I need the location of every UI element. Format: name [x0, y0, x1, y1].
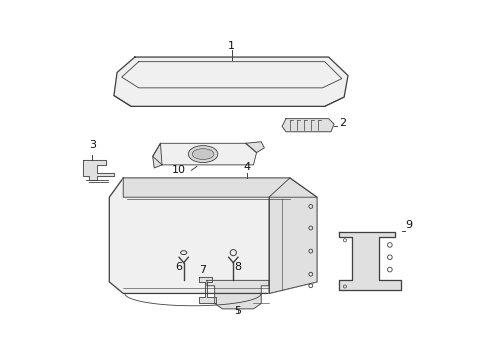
Polygon shape	[282, 119, 334, 132]
Text: 5: 5	[234, 306, 242, 316]
Polygon shape	[245, 142, 264, 153]
Polygon shape	[207, 280, 269, 309]
Polygon shape	[109, 178, 317, 293]
Polygon shape	[339, 232, 401, 289]
Ellipse shape	[188, 145, 218, 163]
Polygon shape	[269, 178, 317, 293]
Text: 2: 2	[339, 118, 346, 127]
Polygon shape	[199, 276, 216, 303]
Polygon shape	[83, 160, 114, 180]
Ellipse shape	[192, 149, 214, 159]
Text: 9: 9	[405, 220, 413, 230]
Polygon shape	[153, 143, 162, 168]
Text: 7: 7	[199, 265, 206, 275]
Text: 8: 8	[234, 262, 242, 273]
Text: 10: 10	[172, 165, 186, 175]
Polygon shape	[153, 143, 257, 165]
Polygon shape	[123, 178, 317, 197]
Text: 6: 6	[175, 262, 183, 273]
Text: 4: 4	[244, 162, 251, 172]
Text: 1: 1	[228, 41, 235, 51]
Polygon shape	[114, 57, 348, 106]
Text: 3: 3	[89, 140, 96, 150]
